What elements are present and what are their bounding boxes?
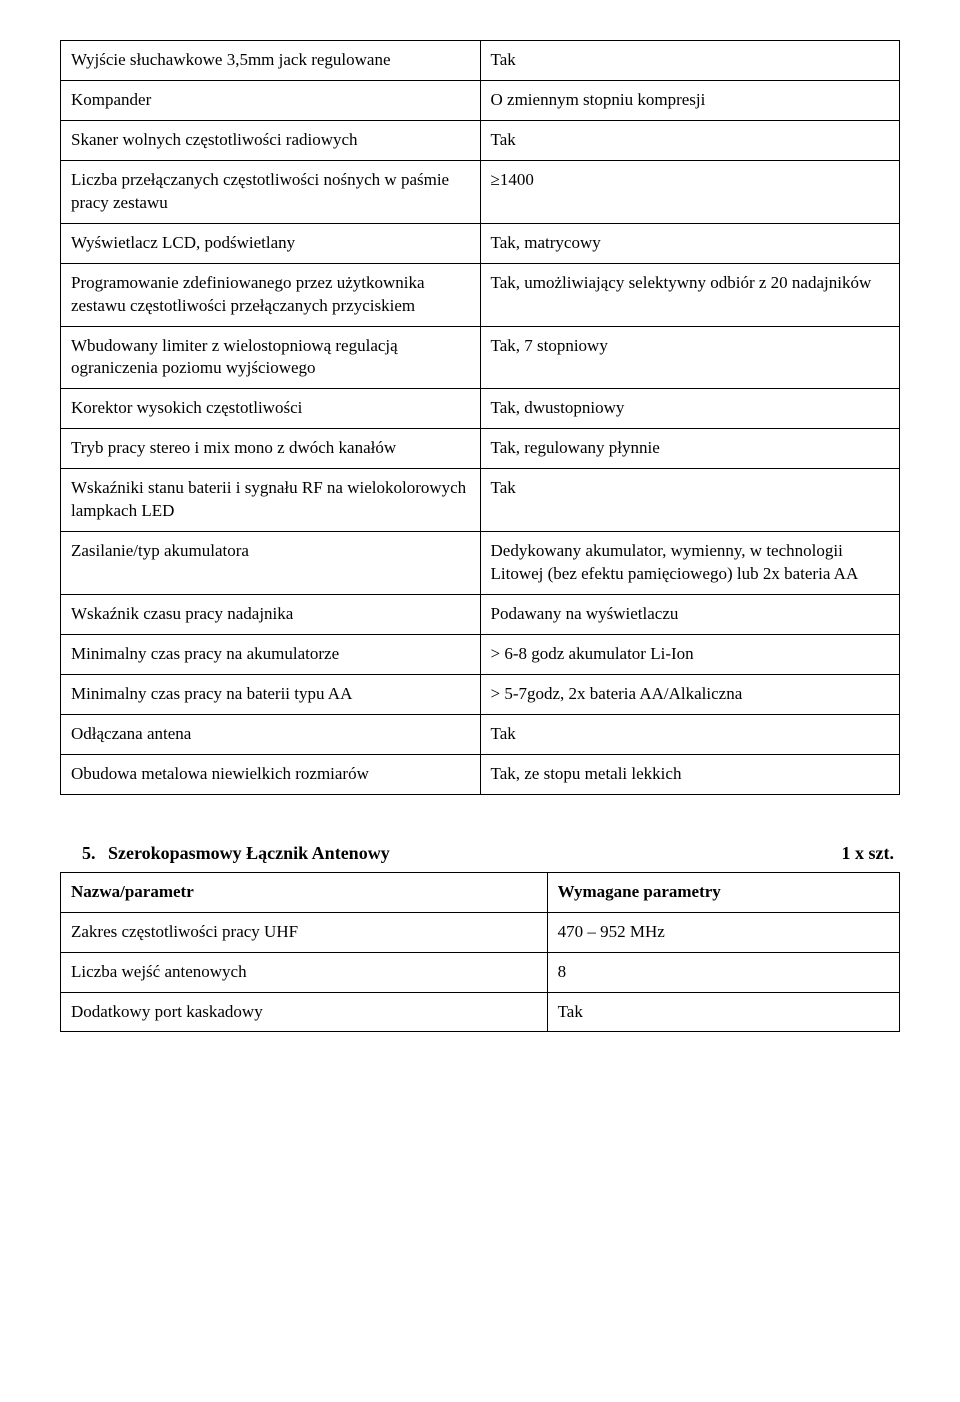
value-cell: 470 – 952 MHz <box>547 912 899 952</box>
value-cell: Tak, dwustopniowy <box>480 389 900 429</box>
table-row: Korektor wysokich częstotliwościTak, dwu… <box>61 389 900 429</box>
param-cell: Zasilanie/typ akumulatora <box>61 532 481 595</box>
value-cell: > 5-7godz, 2x bateria AA/Alkaliczna <box>480 674 900 714</box>
table-row: Liczba przełączanych częstotliwości nośn… <box>61 160 900 223</box>
param-cell: Minimalny czas pracy na akumulatorze <box>61 634 481 674</box>
table-row: Wyjście słuchawkowe 3,5mm jack regulowan… <box>61 41 900 81</box>
value-cell: Tak, ze stopu metali lekkich <box>480 754 900 794</box>
section-5-heading: 5. Szerokopasmowy Łącznik Antenowy 1 x s… <box>60 843 900 864</box>
table-row: Zasilanie/typ akumulatoraDedykowany akum… <box>61 532 900 595</box>
param-cell: Zakres częstotliwości pracy UHF <box>61 912 548 952</box>
table-row: Obudowa metalowa niewielkich rozmiarówTa… <box>61 754 900 794</box>
table-row: Skaner wolnych częstotliwości radiowychT… <box>61 120 900 160</box>
table-row: Programowanie zdefiniowanego przez użytk… <box>61 263 900 326</box>
param-cell: Korektor wysokich częstotliwości <box>61 389 481 429</box>
table-row: Minimalny czas pracy na baterii typu AA>… <box>61 674 900 714</box>
table-row: Wskaźnik czasu pracy nadajnikaPodawany n… <box>61 595 900 635</box>
param-cell: Minimalny czas pracy na baterii typu AA <box>61 674 481 714</box>
param-cell: Kompander <box>61 80 481 120</box>
header-param: Nazwa/parametr <box>61 872 548 912</box>
spec-table-1: Wyjście słuchawkowe 3,5mm jack regulowan… <box>60 40 900 795</box>
param-cell: Wskaźnik czasu pracy nadajnika <box>61 595 481 635</box>
table-row: Wbudowany limiter z wielostopniową regul… <box>61 326 900 389</box>
value-cell: Tak, regulowany płynnie <box>480 429 900 469</box>
table-row: Liczba wejść antenowych8 <box>61 952 900 992</box>
value-cell: Tak <box>480 120 900 160</box>
value-cell: > 6-8 godz akumulator Li-Ion <box>480 634 900 674</box>
param-cell: Wyświetlacz LCD, podświetlany <box>61 223 481 263</box>
value-cell: ≥1400 <box>480 160 900 223</box>
value-cell: Podawany na wyświetlaczu <box>480 595 900 635</box>
value-cell: Tak <box>480 714 900 754</box>
param-cell: Obudowa metalowa niewielkich rozmiarów <box>61 754 481 794</box>
section-name: Szerokopasmowy Łącznik Antenowy <box>108 843 390 863</box>
value-cell: Tak, matrycowy <box>480 223 900 263</box>
value-cell: O zmiennym stopniu kompresji <box>480 80 900 120</box>
table-row: Zakres częstotliwości pracy UHF470 – 952… <box>61 912 900 952</box>
param-cell: Liczba wejść antenowych <box>61 952 548 992</box>
table-row: Tryb pracy stereo i mix mono z dwóch kan… <box>61 429 900 469</box>
param-cell: Wyjście słuchawkowe 3,5mm jack regulowan… <box>61 41 481 81</box>
param-cell: Skaner wolnych częstotliwości radiowych <box>61 120 481 160</box>
value-cell: Tak <box>480 41 900 81</box>
param-cell: Programowanie zdefiniowanego przez użytk… <box>61 263 481 326</box>
value-cell: Dedykowany akumulator, wymienny, w techn… <box>480 532 900 595</box>
spec-table-2: Nazwa/parametr Wymagane parametry Zakres… <box>60 872 900 1033</box>
param-cell: Wskaźniki stanu baterii i sygnału RF na … <box>61 469 481 532</box>
table-header-row: Nazwa/parametr Wymagane parametry <box>61 872 900 912</box>
table-row: KompanderO zmiennym stopniu kompresji <box>61 80 900 120</box>
value-cell: 8 <box>547 952 899 992</box>
value-cell: Tak <box>480 469 900 532</box>
value-cell: Tak <box>547 992 899 1032</box>
value-cell: Tak, umożliwiający selektywny odbiór z 2… <box>480 263 900 326</box>
section-number: 5. <box>82 843 96 863</box>
table-row: Odłączana antenaTak <box>61 714 900 754</box>
table-row: Wyświetlacz LCD, podświetlanyTak, matryc… <box>61 223 900 263</box>
param-cell: Wbudowany limiter z wielostopniową regul… <box>61 326 481 389</box>
section-qty: 1 x szt. <box>842 843 895 864</box>
table-row: Dodatkowy port kaskadowyTak <box>61 992 900 1032</box>
table-row: Wskaźniki stanu baterii i sygnału RF na … <box>61 469 900 532</box>
section-title: 5. Szerokopasmowy Łącznik Antenowy <box>82 843 390 864</box>
value-cell: Tak, 7 stopniowy <box>480 326 900 389</box>
param-cell: Odłączana antena <box>61 714 481 754</box>
table-row: Minimalny czas pracy na akumulatorze> 6-… <box>61 634 900 674</box>
param-cell: Tryb pracy stereo i mix mono z dwóch kan… <box>61 429 481 469</box>
header-value: Wymagane parametry <box>547 872 899 912</box>
param-cell: Dodatkowy port kaskadowy <box>61 992 548 1032</box>
param-cell: Liczba przełączanych częstotliwości nośn… <box>61 160 481 223</box>
